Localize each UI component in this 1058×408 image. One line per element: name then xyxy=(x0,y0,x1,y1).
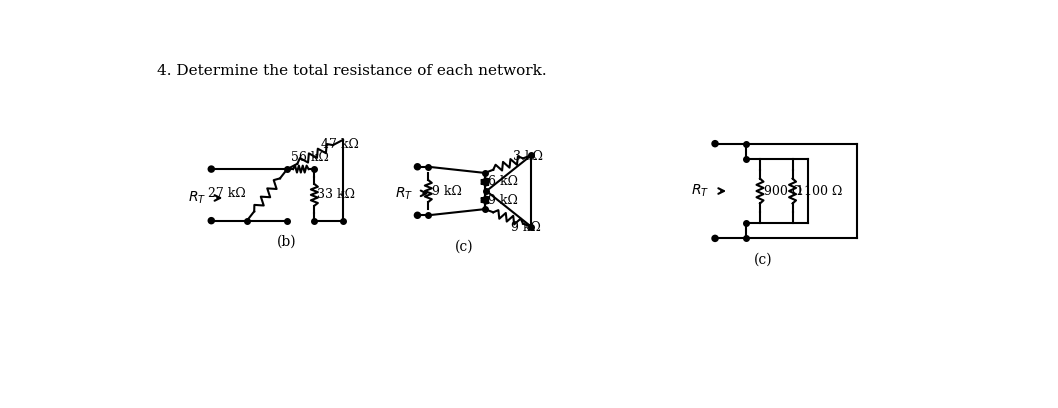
Text: 3 kΩ: 3 kΩ xyxy=(513,150,543,162)
Text: $R_T$: $R_T$ xyxy=(188,190,206,206)
Text: 1100 Ω: 1100 Ω xyxy=(797,184,843,197)
Text: 9 kΩ: 9 kΩ xyxy=(432,184,462,197)
Circle shape xyxy=(208,166,214,172)
Circle shape xyxy=(712,236,717,241)
Text: (b): (b) xyxy=(276,235,296,248)
Text: 33 kΩ: 33 kΩ xyxy=(317,188,355,202)
Text: 27 kΩ: 27 kΩ xyxy=(207,187,245,200)
Text: 9 kΩ: 9 kΩ xyxy=(488,193,517,206)
Text: (c): (c) xyxy=(753,252,772,266)
Text: 4. Determine the total resistance of each network.: 4. Determine the total resistance of eac… xyxy=(157,64,547,78)
Text: 56 kΩ: 56 kΩ xyxy=(291,151,329,164)
Text: 900 Ω: 900 Ω xyxy=(764,184,802,197)
Text: $R_T$: $R_T$ xyxy=(691,183,709,199)
Text: 9 kΩ: 9 kΩ xyxy=(511,221,541,234)
Circle shape xyxy=(415,164,420,169)
Circle shape xyxy=(712,141,717,146)
Circle shape xyxy=(208,218,214,223)
Text: (c): (c) xyxy=(455,240,473,254)
Text: 6 kΩ: 6 kΩ xyxy=(488,175,518,188)
Text: 47 kΩ: 47 kΩ xyxy=(322,137,360,151)
Text: $R_T$: $R_T$ xyxy=(395,185,413,202)
Circle shape xyxy=(415,213,420,218)
